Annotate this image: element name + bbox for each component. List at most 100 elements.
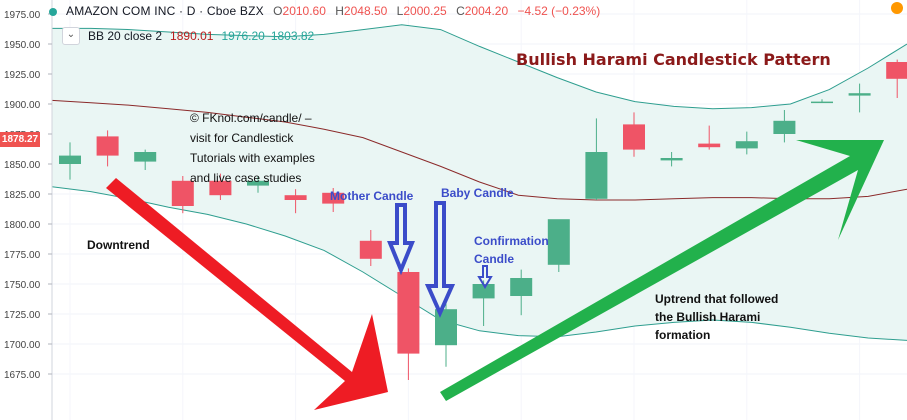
bullish-candle	[585, 118, 608, 200]
baby-candle-blue-arrow	[424, 201, 456, 318]
ohlc-legend: AMAZON COM INC · D · Cboe BZX O2010.60 H…	[66, 4, 600, 18]
y-tick-label: 1900.00	[4, 100, 41, 111]
candle-body	[623, 124, 645, 150]
change-value: −4.52 (−0.23%)	[517, 4, 601, 18]
uptrend-line: the Bullish Harami	[655, 310, 761, 324]
candle-body	[171, 180, 194, 206]
close-value: 2004.20	[464, 4, 509, 18]
candle-body	[284, 195, 307, 200]
green-uptrend-arrow	[440, 140, 884, 401]
y-tick-label: 1700.00	[4, 340, 41, 351]
bearish-candle	[284, 189, 307, 214]
chart-title-annotation: Bullish Harami Candlestick Pattern	[516, 50, 831, 69]
candles	[59, 59, 907, 380]
bb-lower-value: 1803.82	[270, 29, 315, 43]
y-axis: 1675.00 1700.00 1725.00 1750.00 1775.00 1800.…	[0, 0, 53, 420]
copyright-note: © FKnol.com/candle/ – visit for Candlest…	[190, 108, 315, 188]
bb-upper-line	[52, 24, 907, 110]
uptrend-line: Uptrend that followed	[655, 292, 779, 306]
y-tick-label: 1925.00	[4, 70, 41, 81]
chart-header: AMAZON COM INC · D · Cboe BZX O2010.60 H…	[0, 0, 907, 54]
high-value: 2048.50	[343, 4, 388, 18]
low-value: 2000.25	[403, 4, 447, 18]
bearish-candle	[171, 176, 194, 214]
bearish-candle	[209, 173, 232, 200]
confirmation-line: Confirmation	[474, 234, 549, 248]
copyright-line: © FKnol.com/candle/ –	[190, 111, 312, 125]
indicator-name[interactable]: BB 20 close 2	[88, 29, 163, 43]
confirmation-line: Candle	[474, 252, 515, 266]
bb-basis-line	[51, 99, 907, 201]
y-tick-label: 1675.00	[4, 370, 41, 381]
y-tick-label: 1725.00	[4, 310, 41, 321]
candle-body	[585, 152, 608, 199]
mother-candle-label: Mother Candle	[330, 189, 414, 203]
candle-body	[510, 278, 533, 296]
candle-body	[472, 284, 495, 299]
bullish-candle	[660, 152, 683, 167]
candle-body	[811, 101, 833, 104]
indicator-legend: ⌄ BB 20 close 2 1890.01 1976.20 1803.82	[62, 26, 314, 46]
baby-candle-label: Baby Candle	[441, 186, 514, 200]
bearish-candle	[886, 59, 907, 98]
candle-body	[59, 155, 81, 164]
bullish-candle	[472, 280, 495, 326]
alert-dot-icon[interactable]	[891, 2, 903, 14]
mother-candle-blue-arrow	[387, 203, 415, 276]
low-label: L	[396, 4, 404, 18]
candle-body	[773, 120, 796, 134]
candle-body	[547, 219, 570, 265]
candle-body	[322, 192, 345, 204]
uptrend-label: Uptrend that followed the Bullish Harami…	[655, 290, 778, 344]
y-tick-label: 1750.00	[4, 280, 41, 291]
candle-body	[96, 136, 119, 156]
candle-body	[886, 62, 907, 79]
candle-body	[247, 180, 269, 186]
annotation-arrows	[106, 140, 884, 410]
bb-basis-value: 1890.01	[170, 29, 214, 43]
bb-upper-value: 1976.20	[221, 29, 265, 43]
symbol-title[interactable]: AMAZON COM INC · D · Cboe BZX	[66, 4, 264, 18]
bb-lower-line	[51, 186, 907, 341]
y-tick-label: 1775.00	[4, 250, 41, 261]
candle-body	[397, 272, 420, 354]
red-downtrend-arrow	[106, 178, 388, 410]
candle-body	[134, 152, 157, 162]
confirmation-blue-arrow	[477, 265, 493, 289]
bearish-candle	[698, 125, 721, 150]
y-axis-background	[0, 0, 52, 420]
y-tick-label: 1850.00	[4, 160, 41, 171]
bullish-candle	[435, 303, 457, 367]
bearish-candle	[397, 268, 420, 380]
bullish-candle	[247, 176, 269, 193]
copyright-line: Tutorials with examples	[190, 151, 315, 165]
candle-body	[209, 180, 232, 196]
market-status-dot	[49, 8, 57, 16]
bullish-candle	[59, 142, 81, 180]
candle-body	[848, 93, 871, 96]
bullish-candle	[735, 131, 758, 155]
bullish-candle	[811, 99, 833, 104]
bullish-candle	[510, 269, 533, 316]
candle-body	[359, 240, 382, 259]
chevron-down-icon[interactable]: ⌄	[62, 27, 80, 45]
candle-body	[735, 141, 758, 149]
y-tick-label: 1975.00	[4, 10, 41, 21]
last-price-tag: 1878.27	[0, 132, 40, 147]
open-label: O	[273, 4, 283, 18]
bullish-candle	[848, 83, 871, 113]
high-label: H	[335, 4, 344, 18]
candle-body	[660, 158, 683, 161]
y-tick-label: 1950.00	[4, 40, 41, 51]
bullish-candle	[134, 149, 157, 170]
bullish-candle	[773, 110, 796, 143]
copyright-line: visit for Candlestick	[190, 131, 294, 145]
bearish-candle	[623, 112, 645, 157]
close-label: C	[456, 4, 465, 18]
open-value: 2010.60	[282, 4, 326, 18]
candle-body	[435, 309, 457, 346]
candle-body	[698, 143, 721, 148]
y-tick-label: 1800.00	[4, 220, 41, 231]
bullish-candle	[547, 219, 570, 272]
